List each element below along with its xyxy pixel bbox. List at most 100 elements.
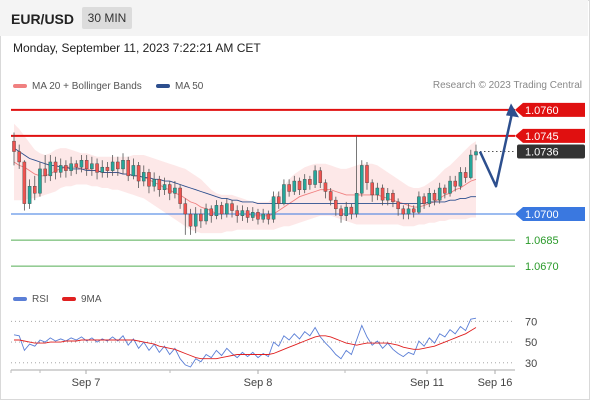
instrument-title: EUR/USD — [11, 11, 75, 27]
level-label-1.0745: 1.0745 — [525, 131, 559, 143]
candle-body — [121, 160, 125, 170]
candle-body — [411, 208, 416, 213]
candle-body — [313, 170, 317, 185]
candle-body — [69, 163, 73, 171]
legend-bollinger: MA 20 + Bollinger Bands — [13, 81, 142, 92]
candle-body — [147, 172, 151, 187]
candle-body — [360, 165, 364, 194]
last-price-label: 1.0736 — [525, 147, 559, 159]
candle-body — [110, 161, 115, 171]
rsi-tick-50: 50 — [525, 337, 537, 349]
candle-body — [401, 208, 406, 215]
legend-9ma-label: 9MA — [81, 294, 102, 305]
candle-body — [209, 208, 214, 216]
legend-bollinger-label: MA 20 + Bollinger Bands — [32, 81, 142, 92]
candle-body — [214, 205, 219, 216]
candle-body — [370, 182, 374, 196]
candle-body — [417, 196, 421, 213]
candle-body — [287, 184, 291, 192]
candle-body — [308, 179, 312, 185]
candle-body — [219, 205, 224, 215]
ma9-swatch — [62, 297, 76, 302]
candle-body — [385, 193, 390, 201]
level-tag-1.0745 — [515, 128, 585, 143]
candle-body — [380, 187, 385, 201]
candle-body — [27, 186, 32, 204]
candle-body — [292, 180, 297, 192]
candle-body — [152, 179, 156, 187]
legend-ma50-label: MA 50 — [175, 81, 204, 92]
candle-body — [105, 166, 110, 171]
candle-body — [251, 212, 255, 218]
candle-body — [349, 206, 354, 215]
rsi-tick-30: 30 — [525, 358, 537, 370]
level-label-1.0700: 1.0700 — [525, 209, 559, 221]
legend-ma50: MA 50 — [156, 81, 203, 92]
x-tick-label: Sep 7 — [72, 377, 101, 389]
candle-body — [354, 193, 359, 215]
credit-text: Research © 2023 Trading Central — [432, 80, 582, 91]
candle-body — [469, 154, 473, 178]
candle-body — [344, 206, 348, 216]
candle-body — [365, 165, 369, 183]
candle-body — [204, 208, 208, 222]
x-tick-label: Sep 16 — [478, 377, 513, 389]
header-bar: EUR/USD 30 MIN — [0, 0, 588, 36]
level-label-1.0685: 1.0685 — [525, 235, 559, 247]
candle-body — [84, 160, 89, 170]
candle-body — [328, 191, 333, 201]
candle-body — [100, 166, 105, 173]
candle-body — [142, 172, 146, 182]
candle-body — [261, 213, 265, 220]
candle-body — [43, 168, 47, 177]
candle-body — [282, 184, 286, 204]
candle-body — [443, 187, 447, 194]
candle-body — [178, 187, 182, 204]
candle-body — [235, 210, 239, 216]
candle-body — [302, 179, 307, 190]
candle-body — [193, 213, 198, 227]
candle-body — [162, 184, 167, 190]
bollinger-band — [14, 123, 476, 234]
candle-body — [64, 165, 68, 171]
candle-body — [33, 186, 37, 194]
candle-body — [339, 208, 343, 216]
candle-body — [22, 161, 27, 204]
candle-body — [240, 210, 245, 216]
level-label-1.0670: 1.0670 — [525, 261, 559, 273]
candle-body — [95, 163, 99, 173]
candle-body — [323, 182, 328, 192]
candle-body — [271, 196, 276, 220]
candle-body — [116, 161, 120, 170]
candle-body — [276, 196, 281, 204]
forecast-arrow — [478, 113, 514, 188]
level-tag-1.0760 — [515, 102, 585, 117]
candle-body — [38, 168, 42, 194]
candle-body — [126, 160, 130, 177]
candle-body — [12, 140, 16, 152]
candle-body — [256, 212, 260, 220]
candle-body — [396, 201, 400, 210]
ma50-swatch — [156, 84, 170, 89]
rsi-9ma-line — [14, 327, 477, 360]
last-price-tag — [517, 144, 585, 159]
forecast-arrow-head — [506, 103, 519, 118]
candle-body — [427, 193, 432, 204]
candle-body — [266, 213, 271, 220]
candle-body — [53, 161, 58, 173]
timeframe-button[interactable]: 30 MIN — [82, 7, 132, 29]
candle-body — [422, 196, 426, 204]
rsi-line — [13, 317, 477, 368]
candle-body — [245, 210, 250, 218]
candle-body — [458, 172, 463, 187]
candle-body — [318, 170, 323, 183]
x-tick-label: Sep 11 — [410, 377, 444, 389]
legend-rsi-label: RSI — [32, 294, 49, 305]
candle-body — [167, 184, 172, 194]
candle-body — [334, 199, 338, 210]
timestamp: Monday, September 11, 2023 7:22:21 AM CE… — [13, 41, 261, 55]
rsi-tick-70: 70 — [525, 316, 537, 328]
candle-body — [199, 213, 203, 222]
candle-body — [188, 213, 193, 227]
candle-body — [90, 163, 94, 170]
